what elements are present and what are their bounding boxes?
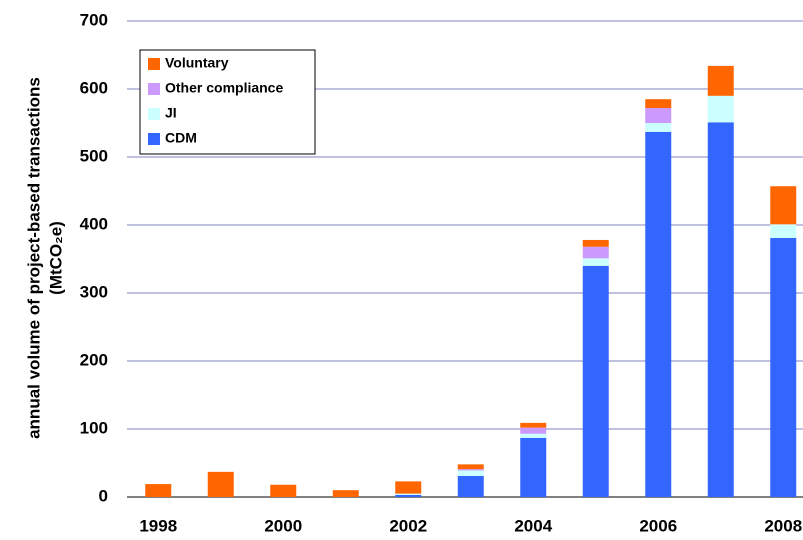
legend-label: JI: [165, 105, 177, 121]
bar-segment: [395, 493, 422, 495]
bar-segment: [457, 469, 484, 471]
bar-segment: [645, 131, 672, 497]
legend-label: CDM: [165, 130, 197, 146]
bar-segment: [395, 481, 422, 494]
legend-box: [139, 49, 316, 155]
legend: Voluntary Other compliance JI CDM: [139, 49, 316, 155]
bar-segment: [582, 239, 609, 247]
bar-segment: [707, 122, 734, 497]
y-tick-label: 700: [80, 10, 108, 29]
y-axis-title-line: annual volume of project-based transacti…: [24, 77, 43, 439]
bar-segment: [707, 95, 734, 123]
bar-segment: [520, 437, 547, 497]
bar-segment: [582, 246, 609, 259]
y-tick-label: 200: [80, 350, 108, 369]
bar-segment: [520, 433, 547, 438]
legend-swatch: [148, 58, 160, 70]
bar-segment: [707, 65, 734, 96]
y-tick-label: 300: [80, 282, 108, 301]
bar-segment: [395, 494, 422, 497]
bar-segment: [582, 265, 609, 497]
x-tick-label: 2004: [514, 516, 552, 535]
x-tick-label: 2006: [639, 516, 677, 535]
legend-label: Other compliance: [165, 80, 283, 96]
bar-segment: [520, 422, 547, 428]
x-tick-label: 2000: [264, 516, 302, 535]
bar-segment: [207, 471, 234, 497]
legend-label: Voluntary: [165, 55, 229, 71]
y-tick-label: 600: [80, 78, 108, 97]
legend-swatch: [148, 108, 160, 120]
bar-segment: [520, 427, 547, 434]
y-tick-label: 100: [80, 418, 108, 437]
bar-segment: [270, 484, 297, 497]
bar-segment: [457, 470, 484, 476]
legend-swatch: [148, 133, 160, 145]
bar-segment: [645, 123, 672, 132]
bar-segment: [770, 186, 797, 225]
bar-segment: [645, 99, 672, 109]
bar-segment: [332, 490, 359, 497]
bar-segment: [770, 224, 797, 238]
bar-segment: [645, 108, 672, 123]
y-tick-label: 0: [99, 486, 108, 505]
legend-swatch: [148, 83, 160, 95]
y-axis-title: annual volume of project-based transacti…: [24, 77, 65, 439]
x-tick-label: 2008: [764, 516, 802, 535]
y-axis-title-line: (MtCO₂e): [46, 221, 65, 295]
bar-segment: [582, 258, 609, 266]
bar-segment: [145, 484, 172, 497]
bar-segment: [770, 237, 797, 498]
bar-segment: [457, 464, 484, 470]
y-tick-label: 400: [80, 214, 108, 233]
x-tick-label: 1998: [139, 516, 177, 535]
bar-segment: [457, 475, 484, 497]
y-tick-label: 500: [80, 146, 108, 165]
x-tick-label: 2002: [389, 516, 427, 535]
